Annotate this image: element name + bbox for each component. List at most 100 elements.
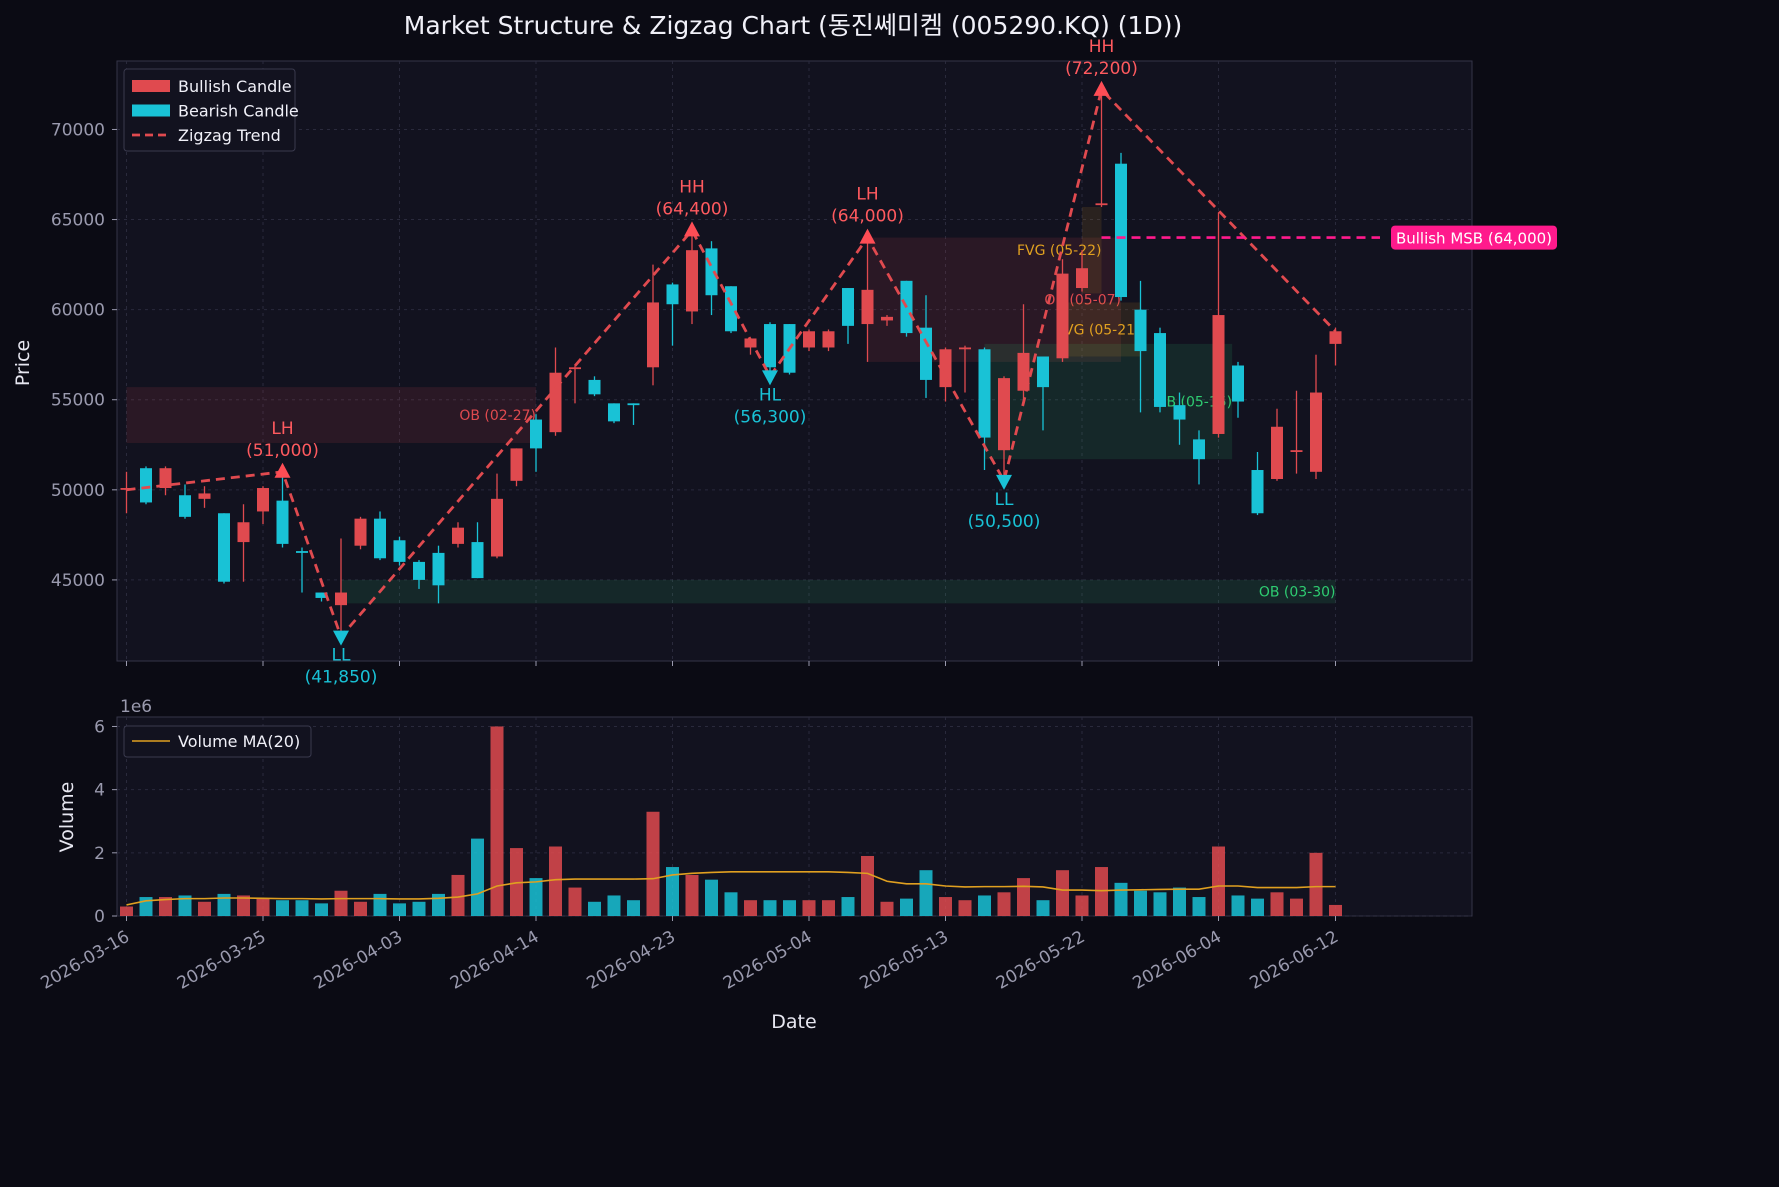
candle-body [374,518,386,559]
volume-bar [646,811,660,916]
swing-price-label: (51,000) [246,441,319,461]
volume-bar [861,855,874,916]
candle-body [530,419,542,449]
volume-bar [685,874,699,916]
candle-body [491,498,503,557]
volume-bar [1114,882,1128,916]
candle-body [432,552,445,586]
volume-bar [783,900,796,916]
volume-bar [529,878,543,916]
volume-legend-box [123,725,312,758]
msb-label: Bullish MSB (64,000) [1396,230,1552,248]
volume-bar [354,901,367,916]
candle-body [647,302,659,368]
candle-body [978,349,991,438]
price-ytick-label: 55000 [51,391,105,411]
swing-price-label: (64,000) [831,207,904,227]
volume-bar [1056,870,1069,916]
candle-body [764,324,776,368]
volume-bar [432,893,445,916]
volume-bar [958,900,972,916]
swing-low-marker [762,370,778,386]
volume-bar [256,898,270,916]
candle-body [686,250,698,312]
volume-bar [822,900,835,916]
volume-bar [471,838,484,916]
volume-bar [412,901,426,916]
candle-body [920,327,932,380]
volume-bar [1212,846,1225,916]
price-grid [117,61,1472,661]
candle-body [1310,392,1322,472]
volume-bar [744,900,757,916]
volume-bar [1251,898,1264,916]
price-ytick-label: 45000 [51,571,105,591]
candle-body [1076,268,1088,289]
candle-body [881,316,893,321]
legend-label: Bullish Candle [178,77,292,96]
candle-body [1134,309,1147,352]
swing-price-label: (72,200) [1065,59,1138,79]
candle-body [1056,273,1069,359]
price-y-axis: 45000 50000 55000 60000 65000 70000 [51,120,117,591]
candle-body [1095,203,1108,206]
volume-bar [373,893,387,916]
volume-bar [705,879,718,916]
swing-high-marker [859,228,876,244]
volume-bar [568,887,582,916]
candle-body [822,331,835,348]
candle-body [1037,356,1049,388]
candle-body [413,561,425,580]
legend-label: Zigzag Trend [178,126,281,145]
candle-body [1173,405,1186,420]
candle-body [1251,470,1264,514]
volume-bar [1075,895,1089,916]
candle-body [393,540,406,562]
candle-body [666,284,679,305]
swing-label: LH [856,185,878,205]
price-legend: Bullish Candle Bearish Candle Zigzag Trend [123,68,299,152]
market-structure-chart: Market Structure & Zigzag Chart (동진쎄미켐 (… [12,11,1557,1033]
fvg-label: FVG (05-22) [1017,243,1102,259]
candle-body [588,379,601,395]
swing-low-marker [333,630,349,646]
volume-bar [1153,892,1167,916]
volume-ytick-label: 6 [94,717,105,737]
zigzag-layer: LH(51,000)LL(41,850)HH(64,400)HL(56,300)… [126,37,1337,688]
candle-body [335,592,347,606]
price-ytick-label: 50000 [51,481,105,501]
swing-label: LL [332,646,351,666]
volume-bar [1017,878,1030,916]
volume-bar [627,900,640,916]
candle-body [140,468,152,503]
volume-bar [1231,895,1245,916]
volume-bar [1192,897,1206,916]
chart-title: Market Structure & Zigzag Chart (동진쎄미켐 (… [404,11,1182,40]
volume-bar [802,900,816,916]
candle-body [608,403,620,422]
swing-label: LL [995,490,1014,510]
swing-high-marker [1093,80,1110,96]
candle-body [627,403,640,406]
price-axis-title: Price [12,340,34,386]
swing-label: HH [679,177,705,197]
volume-bar [978,895,991,916]
volume-bar [1290,898,1303,916]
candle-body [861,289,874,325]
volume-ytick-label: 4 [94,781,105,801]
volume-bar [607,895,621,916]
volume-bar [939,897,952,916]
volume-bar [549,846,562,916]
volume-legend-label: Volume MA(20) [178,732,300,751]
candle-body [1017,352,1030,391]
legend-label: Bearish Candle [178,102,299,121]
volume-bar [120,906,133,916]
swing-label: LH [271,419,293,439]
order-block-label: OB (03-30) [1259,585,1336,601]
volume-bar [588,901,601,916]
volume-ma-layer [126,870,1336,906]
volume-bar [763,900,777,916]
volume-bar [490,726,504,916]
volume-bar [315,903,328,916]
price-ytick-label: 65000 [51,211,105,231]
